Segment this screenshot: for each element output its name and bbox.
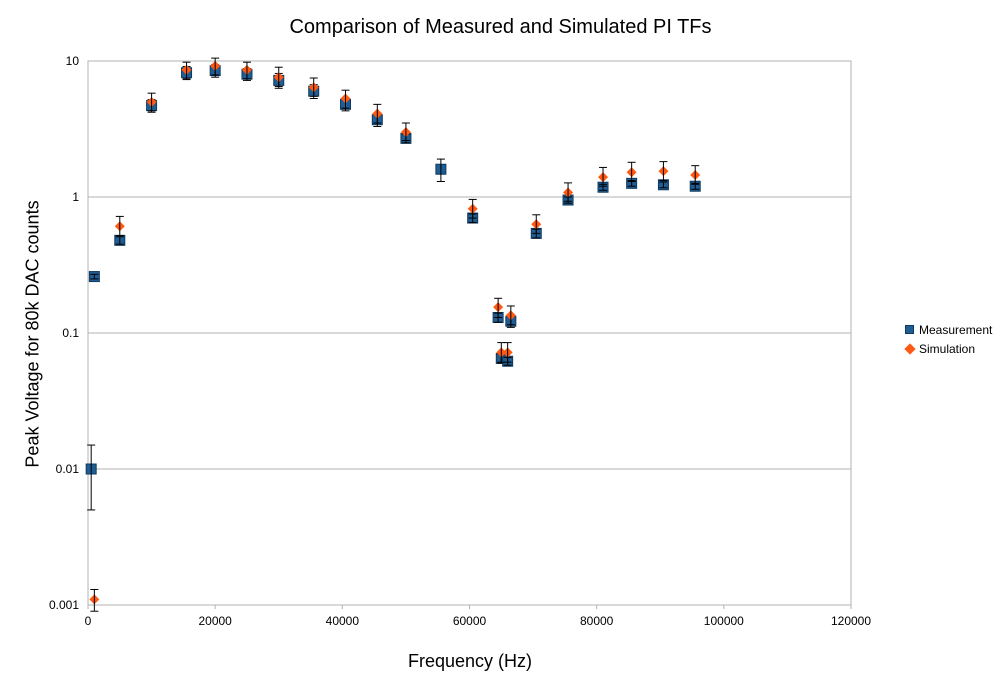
gridlines <box>88 60 851 606</box>
diamond-marker-icon <box>903 342 916 355</box>
y-axis-ticks: 0.001 0.01 0.1 1 10 <box>49 54 79 612</box>
x-tick-label: 60000 <box>453 614 487 628</box>
legend-label-simulation: Simulation <box>919 341 976 356</box>
square-marker-icon <box>904 325 915 334</box>
y-tick-label: 10 <box>66 54 80 68</box>
y-tick-label: 0.01 <box>56 462 80 476</box>
y-tick-label: 0.001 <box>49 598 79 612</box>
y-axis-label: Peak Voltage for 80k DAC counts <box>22 200 43 468</box>
legend-item-measurement: Measurement <box>904 320 992 339</box>
y-tick-label: 1 <box>72 190 79 204</box>
series-simulation <box>89 57 701 612</box>
x-axis-ticks: 0 20000 40000 60000 80000 100000 120000 <box>85 605 871 628</box>
x-tick-label: 0 <box>85 614 92 628</box>
legend-label-measurement: Measurement <box>919 322 993 337</box>
chart-title: Comparison of Measured and Simulated PI … <box>289 16 712 38</box>
x-tick-label: 120000 <box>831 614 871 628</box>
x-tick-label: 40000 <box>326 614 360 628</box>
x-axis-label: Frequency (Hz) <box>407 651 533 671</box>
x-tick-label: 80000 <box>580 614 614 628</box>
y-tick-label: 0.1 <box>62 326 79 340</box>
x-tick-label: 20000 <box>198 614 232 628</box>
x-tick-label: 100000 <box>704 614 744 628</box>
legend-item-simulation: Simulation <box>903 339 992 358</box>
series-measurement <box>85 64 701 511</box>
legend: Measurement Simulation <box>903 320 992 358</box>
